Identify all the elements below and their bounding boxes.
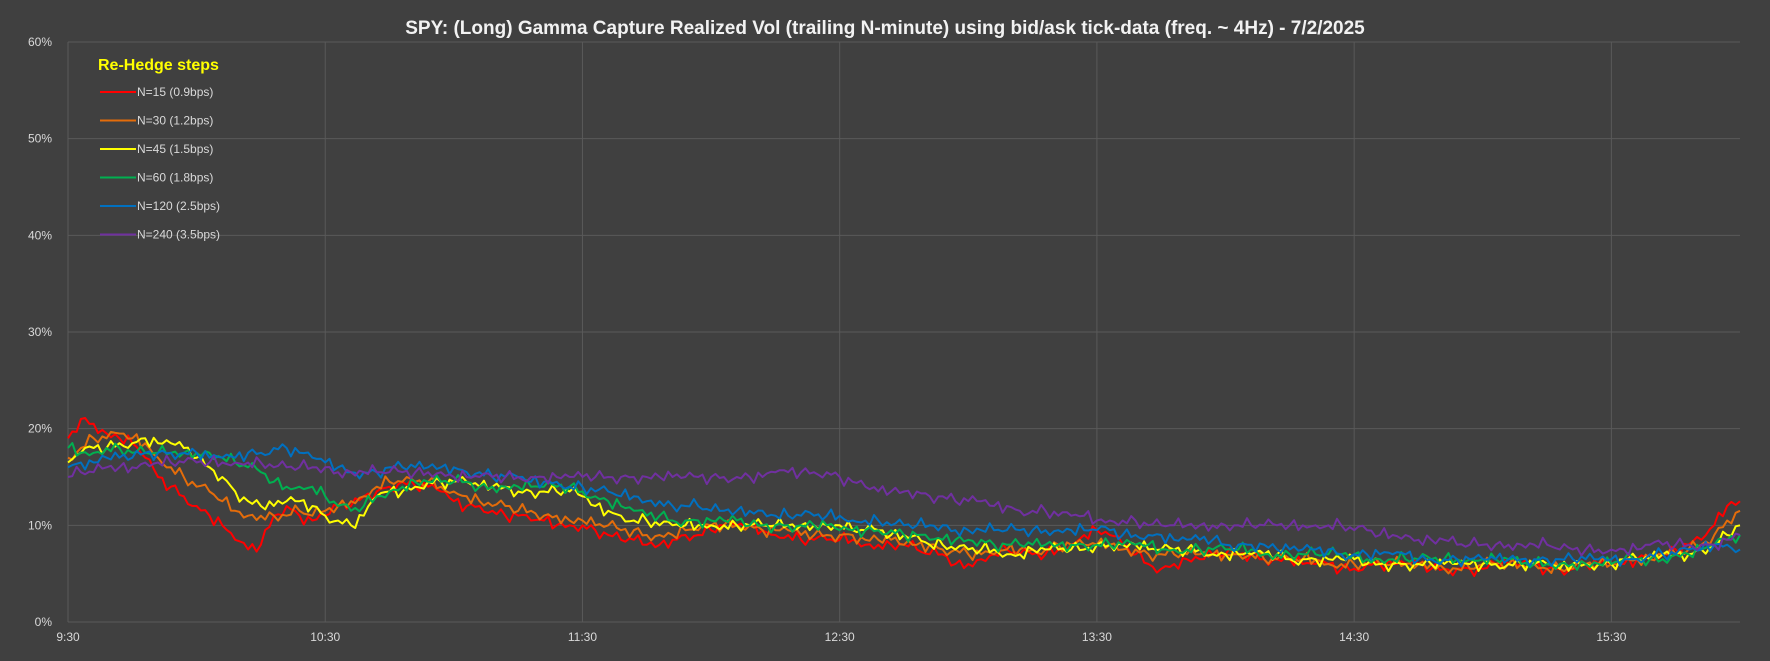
- y-tick-label: 10%: [28, 518, 52, 532]
- legend-label: N=240 (3.5bps): [137, 228, 220, 242]
- legend-label: N=45 (1.5bps): [137, 142, 213, 156]
- x-tick-label: 12:30: [825, 630, 855, 644]
- y-tick-label: 0%: [35, 615, 53, 629]
- x-tick-label: 10:30: [310, 630, 340, 644]
- x-tick-label: 13:30: [1082, 630, 1112, 644]
- y-tick-label: 50%: [28, 132, 52, 146]
- legend-label: N=60 (1.8bps): [137, 171, 213, 185]
- x-tick-label: 14:30: [1339, 630, 1369, 644]
- chart-title: SPY: (Long) Gamma Capture Realized Vol (…: [405, 18, 1365, 39]
- y-tick-label: 60%: [28, 35, 52, 49]
- series-line-4: [67, 442, 1741, 571]
- x-tick-label: 15:30: [1596, 630, 1626, 644]
- y-tick-label: 40%: [28, 228, 52, 242]
- legend-title: Re-Hedge steps: [98, 57, 219, 74]
- series-line-2: [67, 430, 1741, 575]
- y-tick-label: 20%: [28, 422, 52, 436]
- series-lines: [67, 417, 1741, 577]
- axis-ticks: 0% 10% 20% 30% 40% 50% 60% 9:30 10:30 11:30 12:30 1…: [28, 35, 1627, 644]
- series-line-5: [67, 443, 1741, 568]
- x-tick-label: 11:30: [568, 630, 597, 644]
- legend: Re-Hedge steps N=15 (0.9bps) N=30 (1.2bps…: [98, 57, 220, 242]
- series-line-6: [67, 454, 1741, 557]
- y-tick-label: 30%: [28, 325, 52, 339]
- legend-label: N=30 (1.2bps): [137, 114, 213, 128]
- x-tick-label: 9:30: [56, 630, 80, 644]
- legend-label: N=120 (2.5bps): [137, 199, 220, 213]
- legend-label: N=15 (0.9bps): [137, 85, 213, 99]
